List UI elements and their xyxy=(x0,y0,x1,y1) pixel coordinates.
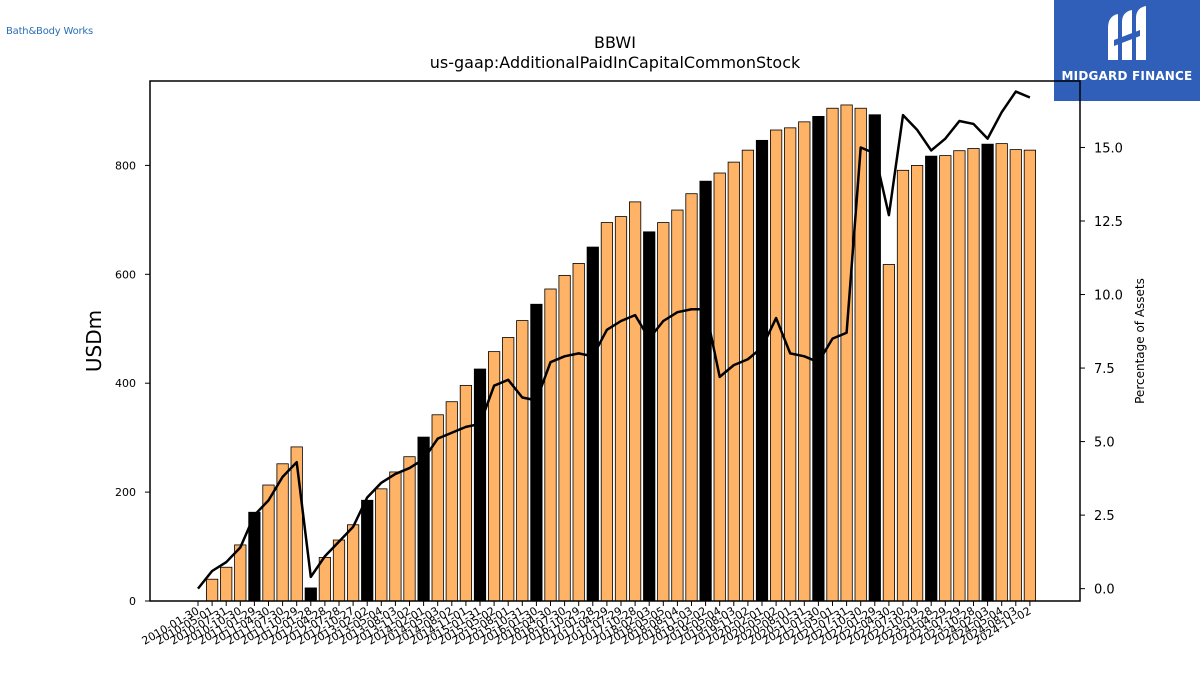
bar-quarterly xyxy=(346,524,360,602)
bar-annual xyxy=(361,499,374,602)
bar-quarterly xyxy=(995,143,1008,602)
bar-annual xyxy=(586,246,599,602)
chart-subtitle: us-gaap:AdditionalPaidInCapitalCommonSto… xyxy=(430,53,801,72)
y2-tick-label: 10.0 xyxy=(1094,289,1123,304)
y2-tick-label: 5.0 xyxy=(1094,436,1115,451)
bar-annual xyxy=(812,115,825,602)
brand-logo: Bath&Body Works xyxy=(6,26,94,37)
bar-quarterly xyxy=(671,209,684,602)
bar-quarterly xyxy=(939,155,952,602)
bar-quarterly xyxy=(220,566,233,602)
bar-quarterly xyxy=(770,129,783,602)
y2-tick-label: 7.5 xyxy=(1094,362,1115,377)
bar-quarterly xyxy=(502,337,515,602)
bar-annual xyxy=(304,587,317,602)
bar-quarterly xyxy=(459,384,473,602)
bar-quarterly xyxy=(953,150,966,602)
y-tick-label: 0 xyxy=(129,595,136,608)
bar-quarterly xyxy=(403,456,416,602)
bar-quarterly xyxy=(1023,149,1036,602)
chart-title: BBWI xyxy=(594,33,636,52)
bar-quarterly xyxy=(205,578,219,602)
bar-annual xyxy=(925,155,938,602)
y-tick-label: 200 xyxy=(115,486,136,499)
bar-quarterly xyxy=(826,107,839,602)
y2-axis-label: Percentage of Assets xyxy=(1133,278,1147,404)
badge-name: MIDGARD FINANCE xyxy=(1061,69,1193,83)
bar-annual xyxy=(699,180,712,602)
bar-annual xyxy=(981,143,994,602)
bar-quarterly xyxy=(967,148,980,602)
bar-quarterly xyxy=(1009,149,1022,602)
bar-quarterly xyxy=(727,161,740,602)
bar-quarterly xyxy=(685,193,698,602)
brand-badge: MIDGARD FINANCE xyxy=(1054,0,1200,101)
bar-quarterly xyxy=(798,121,811,602)
bar-quarterly xyxy=(375,488,388,602)
bar-quarterly xyxy=(657,222,670,602)
bar-quarterly xyxy=(332,539,346,602)
bar-quarterly xyxy=(600,222,614,602)
plot-frame xyxy=(149,80,1081,602)
bar-quarterly xyxy=(911,164,924,602)
bar-annual xyxy=(755,139,769,602)
y-tick-label: 800 xyxy=(115,159,136,172)
y-tick-label: 600 xyxy=(115,268,136,281)
bar-quarterly xyxy=(882,264,896,602)
bar-quarterly xyxy=(389,471,402,602)
y2-tick-label: 0.0 xyxy=(1094,583,1115,598)
bar-quarterly xyxy=(516,320,529,602)
bar-quarterly xyxy=(262,484,275,602)
y-axis-label: USDm xyxy=(82,310,106,372)
bar-annual xyxy=(868,114,881,602)
y2-tick-label: 15.0 xyxy=(1094,141,1123,156)
bar-quarterly xyxy=(713,172,726,602)
bar-quarterly xyxy=(614,216,628,602)
bar-quarterly xyxy=(558,274,571,602)
y-tick-label: 400 xyxy=(115,377,136,390)
bar-quarterly xyxy=(896,169,910,602)
bar-annual xyxy=(643,231,656,602)
bar-quarterly xyxy=(784,127,797,602)
bar-quarterly xyxy=(854,107,867,602)
bar-quarterly xyxy=(629,201,642,602)
percentage-of-assets-line xyxy=(197,90,1031,590)
bar-quarterly xyxy=(544,288,557,602)
bar-quarterly xyxy=(572,263,585,602)
y2-tick-label: 12.5 xyxy=(1094,215,1123,230)
bar-annual xyxy=(530,303,543,602)
bar-quarterly xyxy=(840,104,853,602)
bar-annual xyxy=(473,368,487,602)
badge-logo-icon xyxy=(1108,6,1146,60)
y2-tick-label: 2.5 xyxy=(1094,509,1115,524)
bar-quarterly xyxy=(741,149,755,602)
